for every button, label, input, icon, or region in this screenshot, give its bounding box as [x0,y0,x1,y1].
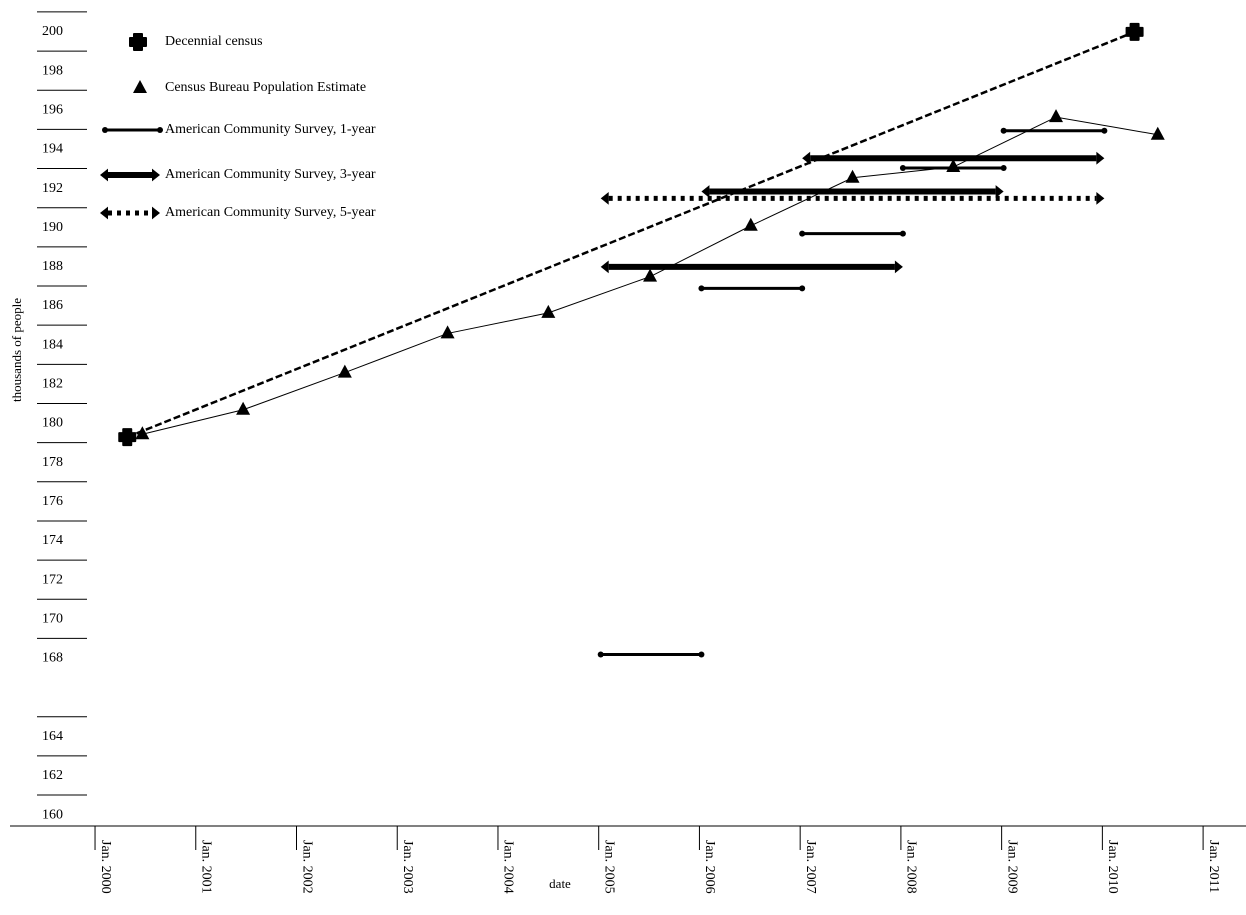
legend-label: American Community Survey, 1-year [165,122,376,137]
y-tick-label: 190 [42,220,63,235]
y-tick-label: 160 [42,807,63,822]
arrow-head [894,260,903,274]
endpoint [157,127,163,133]
endpoint [102,127,108,133]
legend-label: Decennial census [165,34,263,49]
y-tick-label: 162 [42,768,63,783]
census-marker [118,428,137,447]
legend-marker [129,33,147,51]
estimate-marker [440,325,455,339]
x-tick-label: Jan. 2008 [904,840,919,894]
y-tick-label: 176 [42,494,63,509]
legend-label: Census Bureau Population Estimate [165,80,366,95]
estimate-marker [337,364,352,378]
arrow-head [1096,151,1105,165]
endpoint [597,651,604,658]
y-tick-label: 174 [42,533,63,548]
y-tick-label: 196 [42,102,63,117]
arrow-head [152,206,160,220]
endpoint [698,651,705,658]
y-tick-label: 180 [42,416,63,431]
y-tick-label: 188 [42,259,63,274]
endpoint [799,230,806,237]
estimate-marker [743,217,758,231]
x-tick-label: Jan. 2009 [1004,840,1019,894]
y-tick-label: 192 [42,181,63,196]
y-tick-label: 198 [42,63,63,78]
arrow-head [1096,191,1105,205]
y-tick-label: 168 [42,651,63,666]
y-tick-label: 184 [42,337,63,352]
x-tick-label: Jan. 2001 [199,840,214,894]
estimate-marker [135,426,150,440]
x-tick-label: Jan. 2007 [803,840,818,894]
arrow-head [802,151,811,165]
endpoint [1000,164,1007,171]
estimate-marker [1049,109,1064,123]
y-axis-label: thousands of people [9,298,24,402]
legend-marker [133,80,147,93]
y-tick-label: 194 [42,142,63,157]
legend-label: American Community Survey, 5-year [165,205,376,220]
x-tick-label: Jan. 2011 [1206,840,1221,893]
census-marker [1125,22,1144,41]
y-tick-label: 172 [42,572,63,587]
estimate-marker [1150,126,1165,140]
estimate-marker [643,268,658,282]
endpoint [698,285,705,292]
y-tick-label: 186 [42,298,63,313]
endpoint [1101,127,1108,134]
x-tick-label: Jan. 2006 [702,840,717,894]
endpoint [899,164,906,171]
arrow-head [701,185,710,198]
x-tick-label: Jan. 2002 [299,840,314,894]
x-tick-label: Jan. 2010 [1105,840,1120,894]
arrow-head [100,206,108,220]
x-tick-label: Jan. 2004 [501,840,516,894]
x-tick-label: Jan. 2000 [98,840,113,894]
y-tick-label: 200 [42,24,63,39]
estimate-marker [845,169,860,183]
arrow-head [152,168,160,182]
endpoint [799,285,806,292]
estimate-marker [541,304,556,318]
series-line [126,30,1136,439]
legend-label: American Community Survey, 3-year [165,167,376,182]
endpoint [1000,127,1007,134]
y-tick-label: 182 [42,377,63,392]
arrow-head [600,191,609,205]
arrow-head [600,260,609,274]
arrow-head [100,168,108,182]
x-tick-label: Jan. 2005 [601,840,616,894]
y-tick-label: 170 [42,611,63,626]
arrow-head [995,185,1004,198]
endpoint [899,230,906,237]
x-tick-label: Jan. 2003 [400,840,415,894]
x-axis-label: date [549,876,571,891]
estimate-marker [236,401,251,415]
y-tick-label: 178 [42,455,63,470]
y-tick-label: 164 [42,729,63,744]
